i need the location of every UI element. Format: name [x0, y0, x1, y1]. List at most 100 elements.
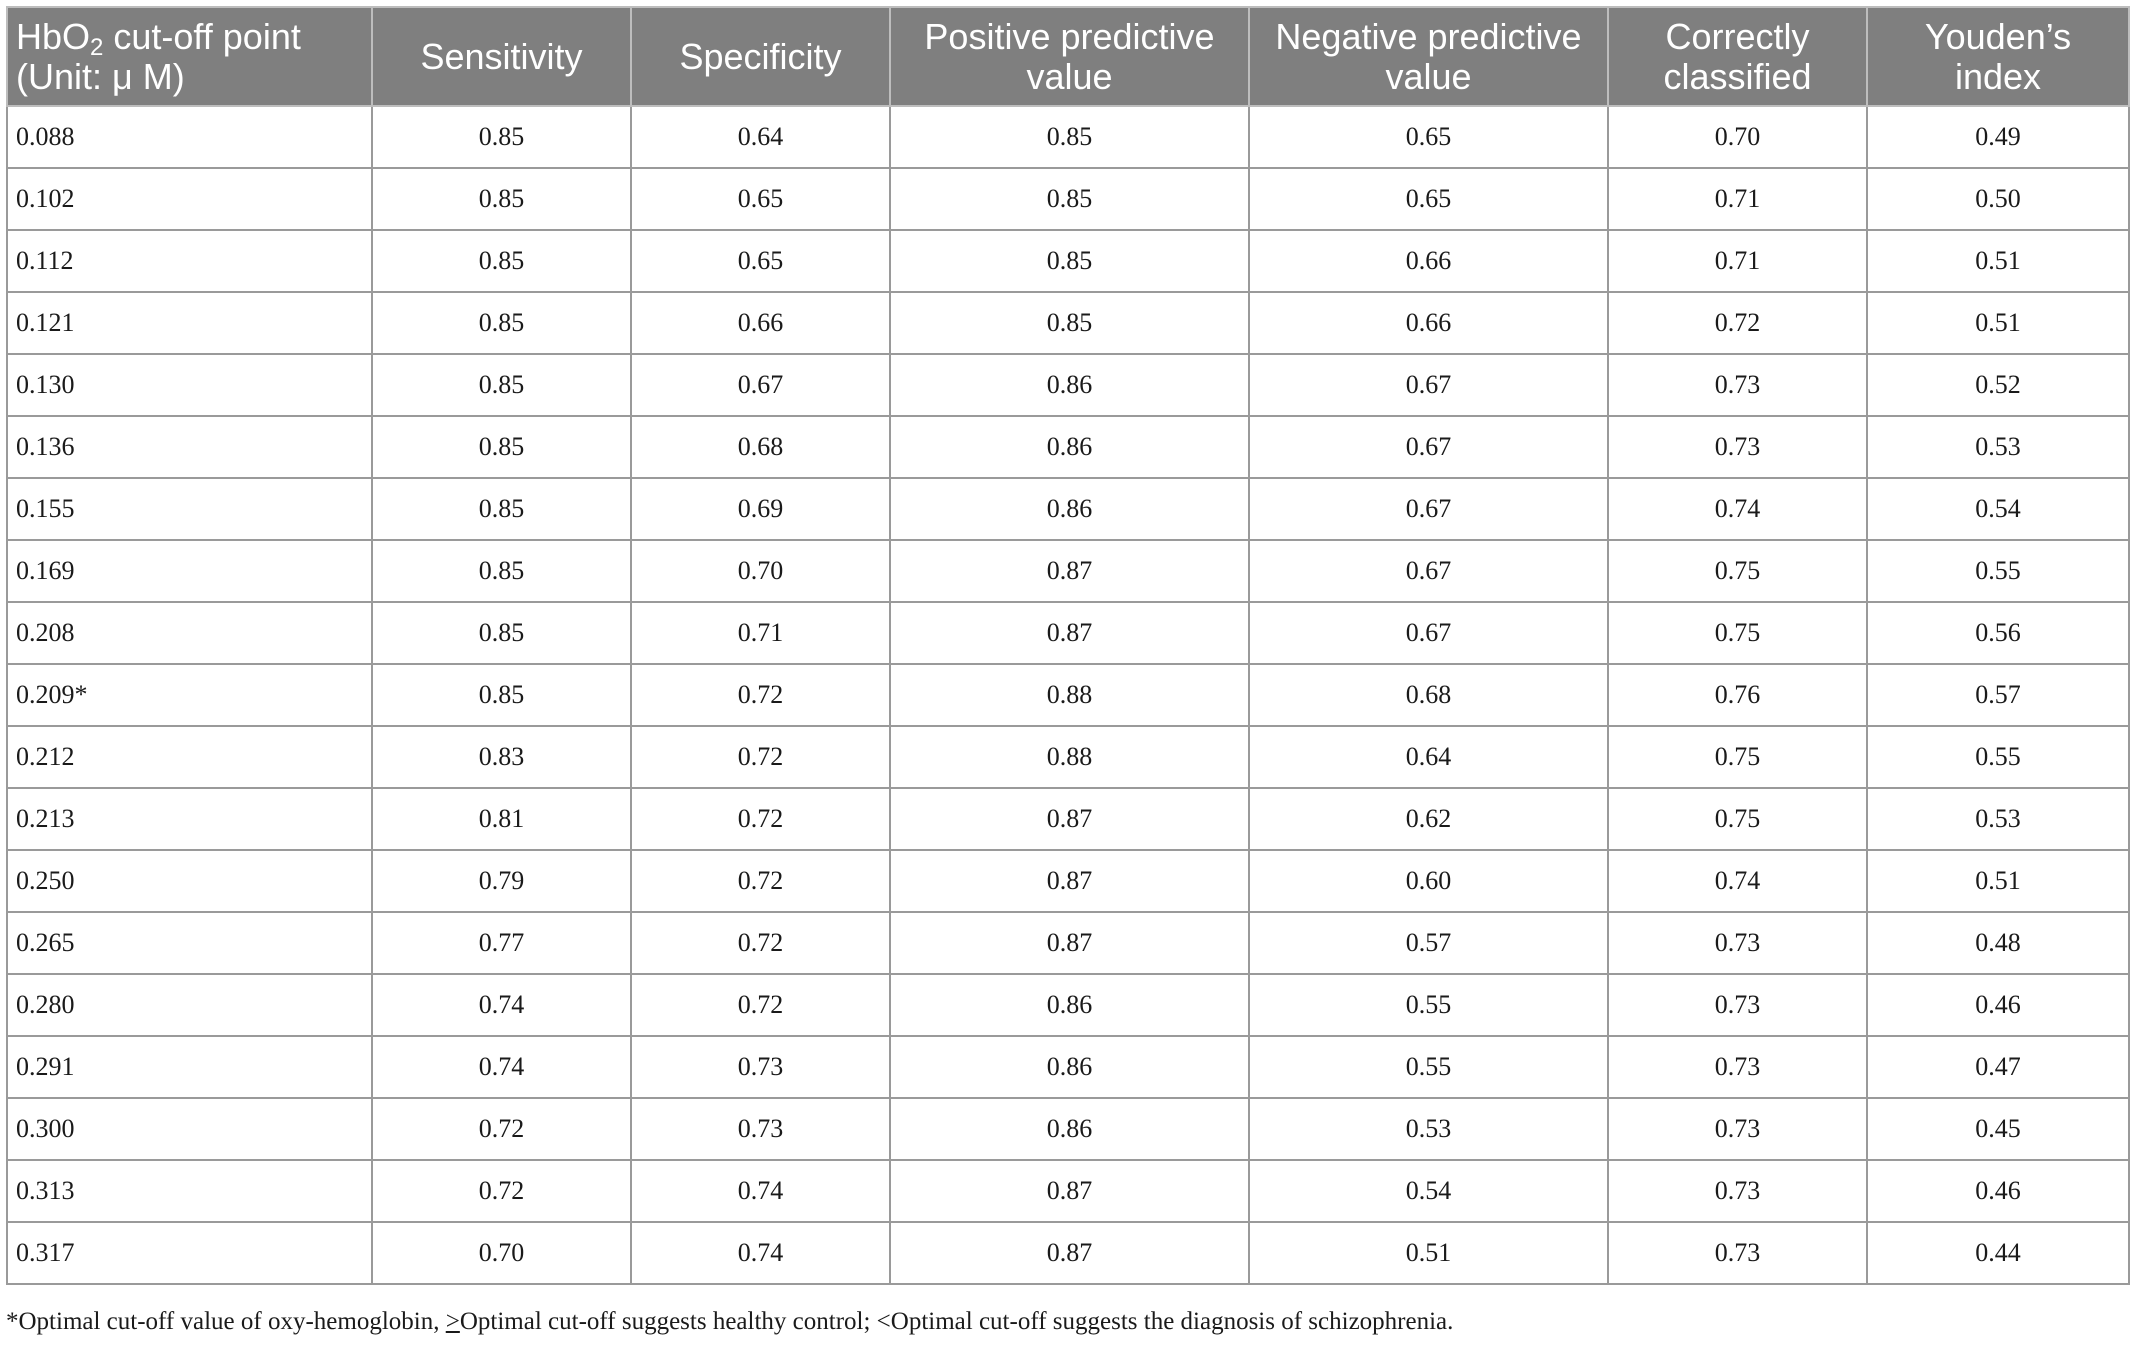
- table-row: 0.112 0.85 0.65 0.85 0.66 0.71 0.51: [6, 229, 2130, 293]
- value-cell: 0.76: [1607, 663, 1868, 727]
- value-cell: 0.85: [371, 105, 632, 169]
- value-cell: 0.57: [1866, 663, 2130, 727]
- value-cell: 0.51: [1866, 849, 2130, 913]
- value-cell: 0.51: [1248, 1221, 1609, 1285]
- cutoff-cell: 0.112: [6, 229, 373, 293]
- value-cell: 0.65: [1248, 105, 1609, 169]
- table-body: 0.088 0.85 0.64 0.85 0.65 0.70 0.49 0.102 0.85 0.…: [6, 105, 2130, 1285]
- value-cell: 0.53: [1248, 1097, 1609, 1161]
- value-cell: 0.71: [1607, 167, 1868, 231]
- cutoff-table: HbO2 cut-off point (Unit: μ M) Sensitivi…: [6, 6, 2130, 1285]
- value-cell: 0.85: [889, 105, 1250, 169]
- value-cell: 0.87: [889, 787, 1250, 851]
- value-cell: 0.71: [1607, 229, 1868, 293]
- footnote-text-2: Optimal cut-off suggests healthy control…: [459, 1308, 1454, 1335]
- value-cell: 0.72: [630, 911, 891, 975]
- cutoff-cell: 0.136: [6, 415, 373, 479]
- cutoff-cell: 0.155: [6, 477, 373, 541]
- value-cell: 0.67: [1248, 601, 1609, 665]
- table-row: 0.169 0.85 0.70 0.87 0.67 0.75 0.55: [6, 539, 2130, 603]
- cutoff-cell: 0.088: [6, 105, 373, 169]
- value-cell: 0.54: [1248, 1159, 1609, 1223]
- value-cell: 0.74: [371, 1035, 632, 1099]
- value-cell: 0.74: [630, 1221, 891, 1285]
- header-line1: Specificity: [679, 35, 842, 77]
- value-cell: 0.86: [889, 1035, 1250, 1099]
- cutoff-cell: 0.130: [6, 353, 373, 417]
- value-cell: 0.68: [1248, 663, 1609, 727]
- header-line2: value: [1026, 55, 1113, 97]
- cutoff-cell: 0.265: [6, 911, 373, 975]
- value-cell: 0.87: [889, 539, 1250, 603]
- table-row: 0.155 0.85 0.69 0.86 0.67 0.74 0.54: [6, 477, 2130, 541]
- value-cell: 0.87: [889, 1221, 1250, 1285]
- value-cell: 0.67: [1248, 539, 1609, 603]
- value-cell: 0.85: [371, 539, 632, 603]
- value-cell: 0.81: [371, 787, 632, 851]
- value-cell: 0.87: [889, 849, 1250, 913]
- value-cell: 0.53: [1866, 787, 2130, 851]
- header-line2: index: [1954, 55, 2042, 97]
- header-subscript: 2: [90, 33, 104, 61]
- value-cell: 0.79: [371, 849, 632, 913]
- value-cell: 0.67: [630, 353, 891, 417]
- value-cell: 0.88: [889, 725, 1250, 789]
- table-row: 0.088 0.85 0.64 0.85 0.65 0.70 0.49: [6, 105, 2130, 169]
- value-cell: 0.87: [889, 601, 1250, 665]
- value-cell: 0.85: [889, 229, 1250, 293]
- value-cell: 0.48: [1866, 911, 2130, 975]
- value-cell: 0.69: [630, 477, 891, 541]
- value-cell: 0.67: [1248, 353, 1609, 417]
- value-cell: 0.87: [889, 911, 1250, 975]
- value-cell: 0.73: [630, 1097, 891, 1161]
- header-line1: Sensitivity: [420, 35, 583, 77]
- table-footnote: *Optimal cut-off value of oxy-hemoglobin…: [6, 1308, 1453, 1336]
- value-cell: 0.62: [1248, 787, 1609, 851]
- table-row: 0.291 0.74 0.73 0.86 0.55 0.73 0.47: [6, 1035, 2130, 1099]
- table-header: HbO2 cut-off point (Unit: μ M) Sensitivi…: [6, 6, 2130, 107]
- cutoff-cell: 0.280: [6, 973, 373, 1037]
- value-cell: 0.71: [630, 601, 891, 665]
- value-cell: 0.65: [1248, 167, 1609, 231]
- value-cell: 0.86: [889, 477, 1250, 541]
- value-cell: 0.75: [1607, 539, 1868, 603]
- table-row: 0.317 0.70 0.74 0.87 0.51 0.73 0.44: [6, 1221, 2130, 1285]
- header-suffix: cut-off point: [103, 15, 301, 57]
- table-row: 0.212 0.83 0.72 0.88 0.64 0.75 0.55: [6, 725, 2130, 789]
- table-row: 0.280 0.74 0.72 0.86 0.55 0.73 0.46: [6, 973, 2130, 1037]
- value-cell: 0.64: [1248, 725, 1609, 789]
- value-cell: 0.52: [1866, 353, 2130, 417]
- value-cell: 0.65: [630, 167, 891, 231]
- value-cell: 0.72: [630, 725, 891, 789]
- table-row: 0.213 0.81 0.72 0.87 0.62 0.75 0.53: [6, 787, 2130, 851]
- cutoff-cell: 0.317: [6, 1221, 373, 1285]
- value-cell: 0.73: [1607, 353, 1868, 417]
- cutoff-cell: 0.291: [6, 1035, 373, 1099]
- value-cell: 0.73: [1607, 415, 1868, 479]
- header-cutoff-point: HbO2 cut-off point (Unit: μ M): [6, 6, 373, 107]
- value-cell: 0.68: [630, 415, 891, 479]
- table-row: 0.300 0.72 0.73 0.86 0.53 0.73 0.45: [6, 1097, 2130, 1161]
- value-cell: 0.67: [1248, 477, 1609, 541]
- value-cell: 0.54: [1866, 477, 2130, 541]
- value-cell: 0.67: [1248, 415, 1609, 479]
- value-cell: 0.85: [371, 291, 632, 355]
- table-row: 0.313 0.72 0.74 0.87 0.54 0.73 0.46: [6, 1159, 2130, 1223]
- value-cell: 0.72: [371, 1159, 632, 1223]
- value-cell: 0.70: [371, 1221, 632, 1285]
- value-cell: 0.49: [1866, 105, 2130, 169]
- value-cell: 0.66: [1248, 291, 1609, 355]
- header-line1: Negative predictive: [1275, 15, 1582, 57]
- value-cell: 0.73: [1607, 1159, 1868, 1223]
- table-row: 0.209* 0.85 0.72 0.88 0.68 0.76 0.57: [6, 663, 2130, 727]
- header-prefix: HbO: [16, 15, 91, 57]
- value-cell: 0.85: [371, 167, 632, 231]
- value-cell: 0.87: [889, 1159, 1250, 1223]
- value-cell: 0.85: [371, 415, 632, 479]
- cutoff-cell: 0.250: [6, 849, 373, 913]
- table-row: 0.265 0.77 0.72 0.87 0.57 0.73 0.48: [6, 911, 2130, 975]
- value-cell: 0.57: [1248, 911, 1609, 975]
- value-cell: 0.73: [1607, 1221, 1868, 1285]
- value-cell: 0.55: [1248, 1035, 1609, 1099]
- value-cell: 0.73: [630, 1035, 891, 1099]
